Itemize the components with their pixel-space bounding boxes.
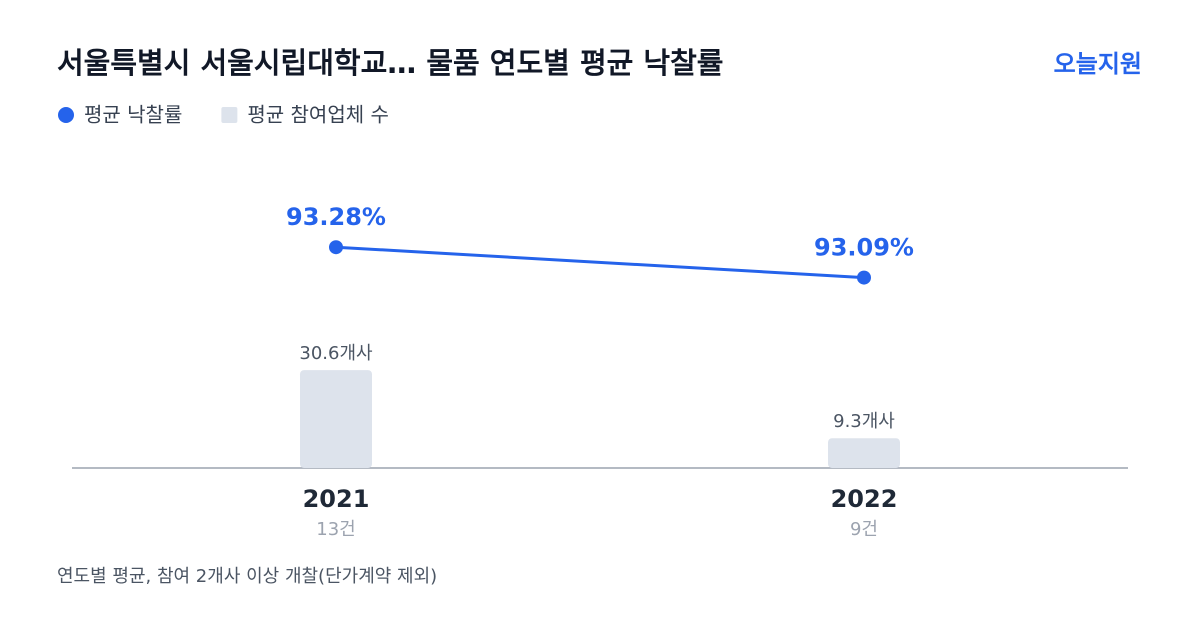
chart-title: 서울특별시 서울시립대학교… 물품 연도별 평균 낙찰률 [57,46,723,80]
data-label: 9.3개사 [833,411,895,432]
legend-label: 평균 낙찰률 [84,103,182,127]
data-label: 93.28% [286,203,386,231]
line [335,245,865,280]
footnote: 연도별 평균, 참여 2개사 이상 개찰(단가계약 제외) [57,566,437,587]
legend-marker [221,107,238,123]
brand[interactable]: 오늘지원 [1054,50,1142,78]
legend-label: 평균 참여업체 수 [247,103,389,127]
bar [828,438,900,468]
bar [300,370,372,468]
data-label: 30.6개사 [299,343,373,364]
x-tick-note: 13건 [316,519,355,540]
x-tick-label: 2021 [303,485,370,513]
point [329,240,343,255]
data-label: 93.09% [814,234,914,262]
point [857,270,871,285]
x-tick-note: 9건 [850,519,878,540]
x-tick-label: 2022 [831,485,898,513]
legend-marker [58,107,74,123]
